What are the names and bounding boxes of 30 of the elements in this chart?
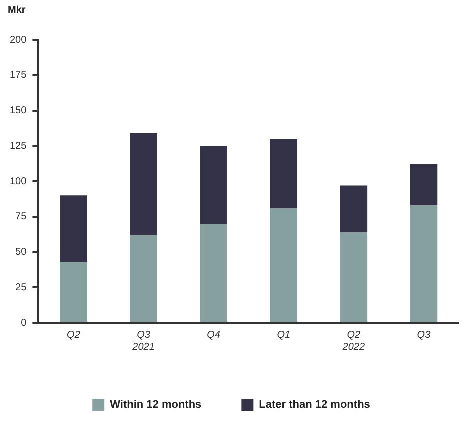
- y-tick-label: 100: [10, 176, 28, 188]
- legend-label: Later than 12 months: [259, 399, 370, 412]
- x-tick-label: Q3 2021: [132, 330, 155, 353]
- bar: [130, 133, 158, 236]
- y-axis-title: Mkr: [8, 4, 26, 16]
- bar: [340, 186, 368, 232]
- bar: [410, 164, 438, 206]
- x-tick-label: Q4: [207, 330, 221, 341]
- bar: [60, 262, 88, 322]
- y-tick-label: 125: [10, 140, 28, 152]
- bar: [60, 196, 88, 262]
- bar: [200, 224, 228, 322]
- bar: [410, 206, 438, 322]
- bar: [270, 208, 298, 322]
- bar: [340, 232, 368, 322]
- y-tick-label: 75: [16, 212, 28, 223]
- bar: [270, 139, 298, 208]
- x-tick-label: Q3: [417, 330, 432, 341]
- y-tick-label: 50: [16, 247, 28, 258]
- bar: [130, 235, 158, 322]
- y-tick-label: 0: [21, 318, 28, 329]
- y-tick-label: 25: [16, 282, 28, 294]
- x-tick-label: Q2: [67, 330, 81, 341]
- x-tick-label: Q2 2022: [342, 330, 366, 353]
- y-tick-label: 175: [10, 70, 28, 82]
- y-tick-label: 200: [10, 34, 28, 46]
- bar: [200, 146, 228, 224]
- y-tick-label: 150: [10, 106, 28, 116]
- legend-label: Within 12 months: [110, 399, 202, 412]
- x-tick-label: Q1: [277, 330, 291, 341]
